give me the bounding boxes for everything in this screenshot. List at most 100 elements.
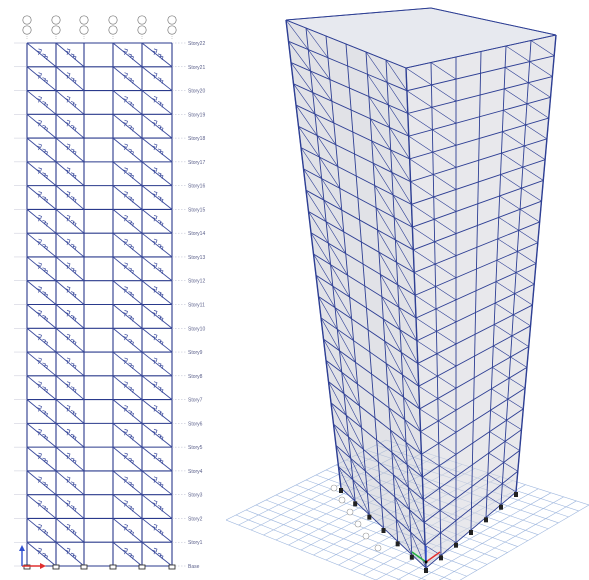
roof-edge — [285, 7, 557, 36]
diagonal-brace — [26, 423, 57, 448]
brace — [499, 195, 521, 210]
brace — [388, 104, 409, 137]
damper-symbol — [64, 119, 77, 132]
brace — [325, 360, 345, 394]
brace — [411, 204, 435, 220]
brace — [412, 226, 435, 242]
brace — [432, 151, 457, 168]
brace — [368, 96, 390, 128]
brace — [510, 356, 528, 368]
damper-symbol — [151, 333, 164, 346]
diagonal-brace — [112, 113, 143, 139]
brace — [506, 420, 522, 430]
diagonal-brace — [55, 470, 85, 496]
damper-symbol — [151, 72, 164, 84]
diagonal-brace — [55, 232, 85, 258]
grid-bubble — [108, 15, 118, 25]
story-label: Story12 — [188, 279, 205, 285]
brace — [435, 286, 457, 301]
damper-symbol — [151, 286, 164, 298]
brace — [433, 174, 457, 190]
brace — [374, 185, 395, 218]
elevation-view: Story22 Story21 Story20 Story19 Story18 Story… — [14, 15, 205, 570]
corner-column — [405, 67, 427, 569]
diagonal-brace — [55, 423, 85, 448]
diagonal-brace — [26, 375, 57, 400]
story-label: Story22 — [188, 41, 205, 47]
damper-symbol — [36, 310, 48, 322]
brace — [436, 331, 457, 345]
diagonal-brace — [55, 90, 85, 115]
damper-symbol — [151, 143, 164, 156]
damper-symbol — [36, 214, 48, 227]
brace — [436, 353, 457, 367]
brace — [399, 329, 419, 364]
brace — [350, 458, 368, 494]
damper-symbol — [151, 96, 164, 108]
diagonal-brace — [26, 280, 57, 305]
grid-bubble — [79, 25, 89, 35]
brace — [505, 45, 530, 62]
damper-symbol — [151, 119, 164, 132]
brace — [421, 454, 440, 466]
support-symbol — [109, 564, 117, 570]
diagonal-brace — [26, 209, 57, 234]
brace — [375, 207, 396, 241]
brace — [290, 62, 313, 93]
brace — [330, 264, 350, 298]
elevation-braces — [26, 42, 173, 567]
damper-symbol — [151, 262, 164, 274]
diagonal-brace — [55, 280, 85, 305]
brace — [438, 420, 457, 433]
damper-symbol — [151, 500, 164, 512]
brace — [501, 152, 523, 168]
brace — [497, 238, 518, 252]
damper-symbol — [36, 547, 48, 560]
brace — [434, 241, 457, 256]
brace — [334, 307, 354, 341]
brace — [391, 452, 409, 488]
brace — [328, 242, 348, 276]
brace — [435, 308, 457, 323]
damper-symbol — [122, 524, 134, 536]
brace — [488, 452, 504, 463]
brace — [424, 522, 441, 534]
brace — [439, 487, 457, 499]
brace — [410, 532, 427, 569]
tower-3d-model — [285, 7, 557, 569]
brace — [487, 474, 503, 484]
diagonal-brace — [141, 90, 173, 115]
brace — [437, 398, 457, 411]
x-axis-arrow — [425, 551, 441, 563]
ground-grid-line — [459, 504, 589, 580]
brace — [319, 156, 341, 189]
diagonal-brace — [141, 66, 173, 91]
brace — [406, 464, 424, 500]
brace — [383, 318, 402, 353]
support-symbol — [381, 528, 386, 533]
story-labels: Story22 Story21 Story20 Story19 Story18 Story… — [188, 41, 205, 570]
brace — [400, 352, 419, 387]
brace — [504, 67, 529, 83]
story-label: Story17 — [188, 160, 205, 166]
diagonal-brace — [141, 327, 173, 353]
brace — [391, 172, 412, 205]
brace — [407, 113, 433, 130]
damper-symbol — [64, 238, 77, 251]
brace — [423, 499, 441, 511]
iso-axis-triad — [411, 546, 441, 564]
brace — [495, 281, 515, 294]
brace — [390, 429, 408, 465]
story-label: Story7 — [188, 398, 203, 404]
diagonal-brace — [141, 280, 173, 305]
brace — [517, 251, 537, 264]
damper-symbol — [36, 428, 48, 441]
damper-symbol — [122, 72, 134, 84]
diagonal-brace — [141, 304, 173, 329]
diagonal-brace — [141, 541, 173, 567]
damper-symbol — [64, 262, 77, 274]
damper-symbol — [122, 428, 134, 441]
diagonal-brace — [141, 351, 173, 377]
brace — [307, 49, 331, 80]
story-label: Story18 — [188, 136, 205, 142]
